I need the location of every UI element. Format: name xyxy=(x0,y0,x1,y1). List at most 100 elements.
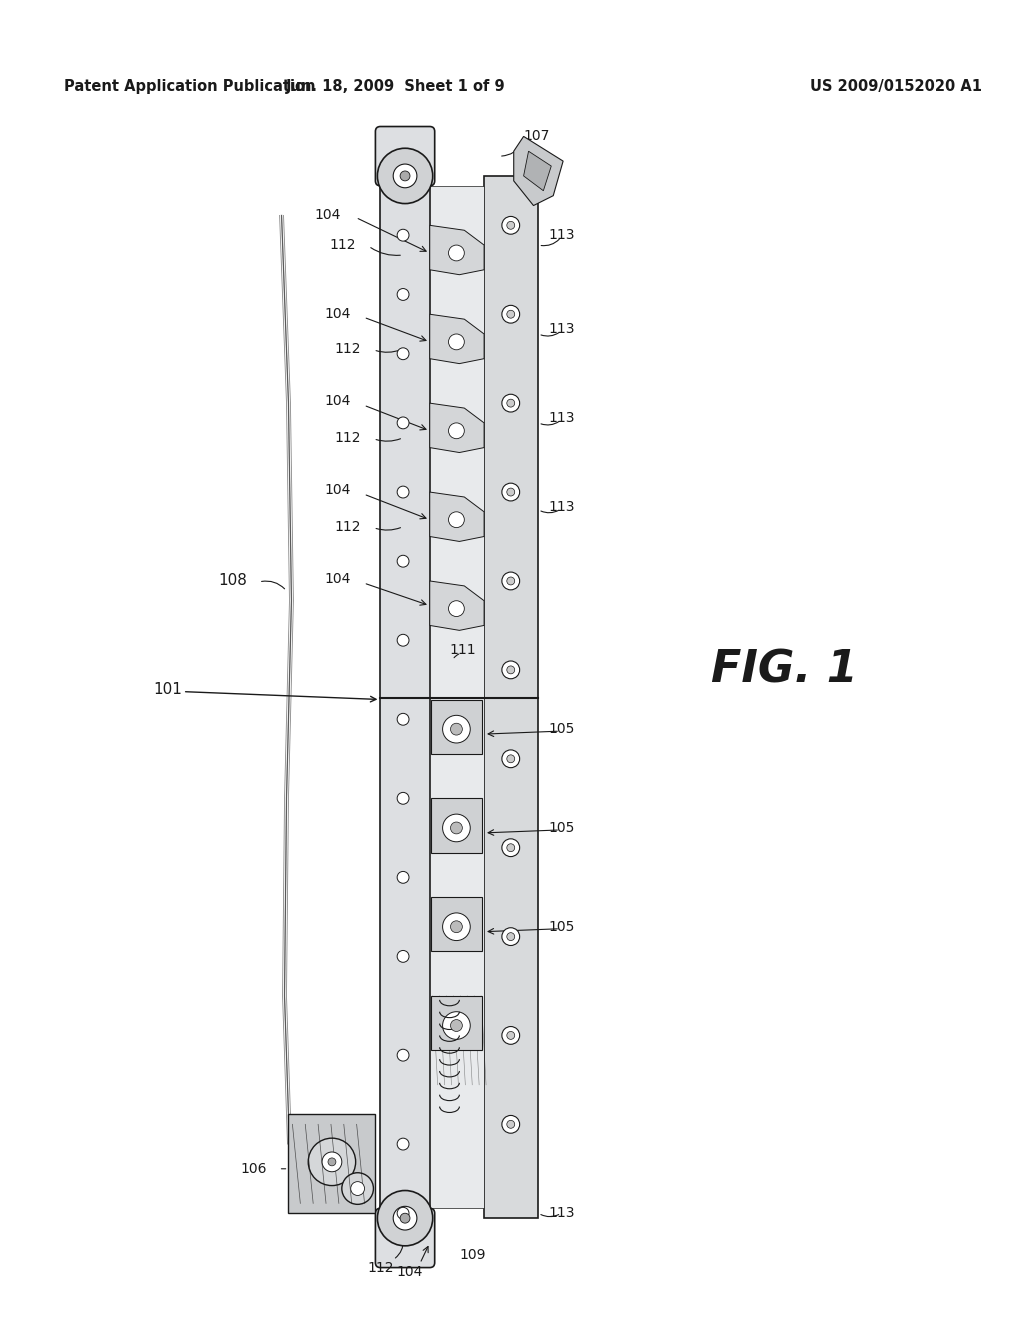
Text: 105: 105 xyxy=(548,821,574,836)
Bar xyxy=(431,898,482,952)
Text: 112: 112 xyxy=(367,1261,393,1275)
Circle shape xyxy=(393,1206,417,1230)
Circle shape xyxy=(451,1019,463,1031)
Polygon shape xyxy=(523,152,551,190)
Circle shape xyxy=(449,512,464,528)
Text: US 2009/0152020 A1: US 2009/0152020 A1 xyxy=(810,79,982,94)
Text: 109: 109 xyxy=(460,1247,485,1262)
Bar xyxy=(289,1114,376,1213)
FancyBboxPatch shape xyxy=(376,1208,435,1267)
Circle shape xyxy=(397,1208,409,1220)
Text: 101: 101 xyxy=(154,682,182,697)
Circle shape xyxy=(502,305,519,323)
Bar xyxy=(484,176,539,1218)
Circle shape xyxy=(507,577,515,585)
Text: 115: 115 xyxy=(444,999,471,1012)
Text: 106: 106 xyxy=(241,1162,266,1176)
Circle shape xyxy=(449,334,464,350)
Circle shape xyxy=(442,715,470,743)
Circle shape xyxy=(451,822,463,834)
Circle shape xyxy=(507,488,515,496)
Circle shape xyxy=(393,164,417,187)
Bar xyxy=(430,186,484,1208)
Circle shape xyxy=(397,635,409,647)
Circle shape xyxy=(502,395,519,412)
Circle shape xyxy=(397,556,409,568)
Circle shape xyxy=(308,1138,355,1185)
Circle shape xyxy=(328,1158,336,1166)
Text: 112: 112 xyxy=(329,238,355,252)
Text: Jun. 18, 2009  Sheet 1 of 9: Jun. 18, 2009 Sheet 1 of 9 xyxy=(286,79,505,94)
Circle shape xyxy=(397,950,409,962)
Circle shape xyxy=(442,913,470,941)
Circle shape xyxy=(502,838,519,857)
Text: 112: 112 xyxy=(334,342,360,356)
Text: 110: 110 xyxy=(447,702,474,717)
Text: 113: 113 xyxy=(548,228,574,242)
Text: 111: 111 xyxy=(450,643,476,657)
Text: 104: 104 xyxy=(325,572,350,586)
Text: 113: 113 xyxy=(548,1206,574,1220)
Circle shape xyxy=(397,486,409,498)
Circle shape xyxy=(397,347,409,359)
Circle shape xyxy=(507,222,515,230)
Circle shape xyxy=(507,843,515,851)
Text: 113: 113 xyxy=(548,322,574,337)
Circle shape xyxy=(507,310,515,318)
Circle shape xyxy=(502,216,519,234)
Circle shape xyxy=(397,289,409,301)
Text: 104: 104 xyxy=(325,308,350,321)
Circle shape xyxy=(507,399,515,407)
Circle shape xyxy=(502,928,519,945)
Text: 105: 105 xyxy=(548,920,574,933)
Bar xyxy=(431,995,482,1051)
Text: 105: 105 xyxy=(548,722,574,737)
Text: 104: 104 xyxy=(325,395,350,408)
Text: 108: 108 xyxy=(218,573,247,589)
Text: 107: 107 xyxy=(523,129,550,144)
Circle shape xyxy=(449,246,464,261)
Circle shape xyxy=(400,1213,410,1224)
Circle shape xyxy=(451,921,463,933)
Circle shape xyxy=(449,422,464,438)
Circle shape xyxy=(507,755,515,763)
Circle shape xyxy=(442,814,470,842)
Polygon shape xyxy=(430,226,484,275)
Text: 104: 104 xyxy=(325,483,350,498)
Circle shape xyxy=(502,483,519,502)
Text: 104: 104 xyxy=(314,209,341,223)
Circle shape xyxy=(442,1011,470,1039)
Circle shape xyxy=(502,572,519,590)
Circle shape xyxy=(397,1049,409,1061)
Circle shape xyxy=(350,1181,365,1196)
Text: 112: 112 xyxy=(334,430,360,445)
Circle shape xyxy=(378,148,433,203)
Circle shape xyxy=(400,172,410,181)
Polygon shape xyxy=(430,581,484,631)
Bar xyxy=(431,799,482,853)
Circle shape xyxy=(397,792,409,804)
Circle shape xyxy=(502,750,519,768)
Circle shape xyxy=(323,1152,342,1172)
Polygon shape xyxy=(514,136,563,206)
Circle shape xyxy=(397,417,409,429)
Circle shape xyxy=(342,1172,374,1204)
Circle shape xyxy=(397,871,409,883)
Circle shape xyxy=(507,665,515,673)
Circle shape xyxy=(507,933,515,941)
Text: 104: 104 xyxy=(397,1265,423,1279)
Circle shape xyxy=(502,1115,519,1133)
Circle shape xyxy=(397,1138,409,1150)
Text: 113: 113 xyxy=(548,500,574,513)
Text: Patent Application Publication: Patent Application Publication xyxy=(65,79,315,94)
Text: 112: 112 xyxy=(334,520,360,533)
Polygon shape xyxy=(430,403,484,453)
Circle shape xyxy=(451,723,463,735)
Circle shape xyxy=(397,230,409,242)
Polygon shape xyxy=(430,492,484,541)
Circle shape xyxy=(507,1031,515,1039)
Text: FIG. 1: FIG. 1 xyxy=(712,648,858,692)
Bar xyxy=(431,700,482,754)
Circle shape xyxy=(502,1027,519,1044)
FancyBboxPatch shape xyxy=(376,127,435,186)
